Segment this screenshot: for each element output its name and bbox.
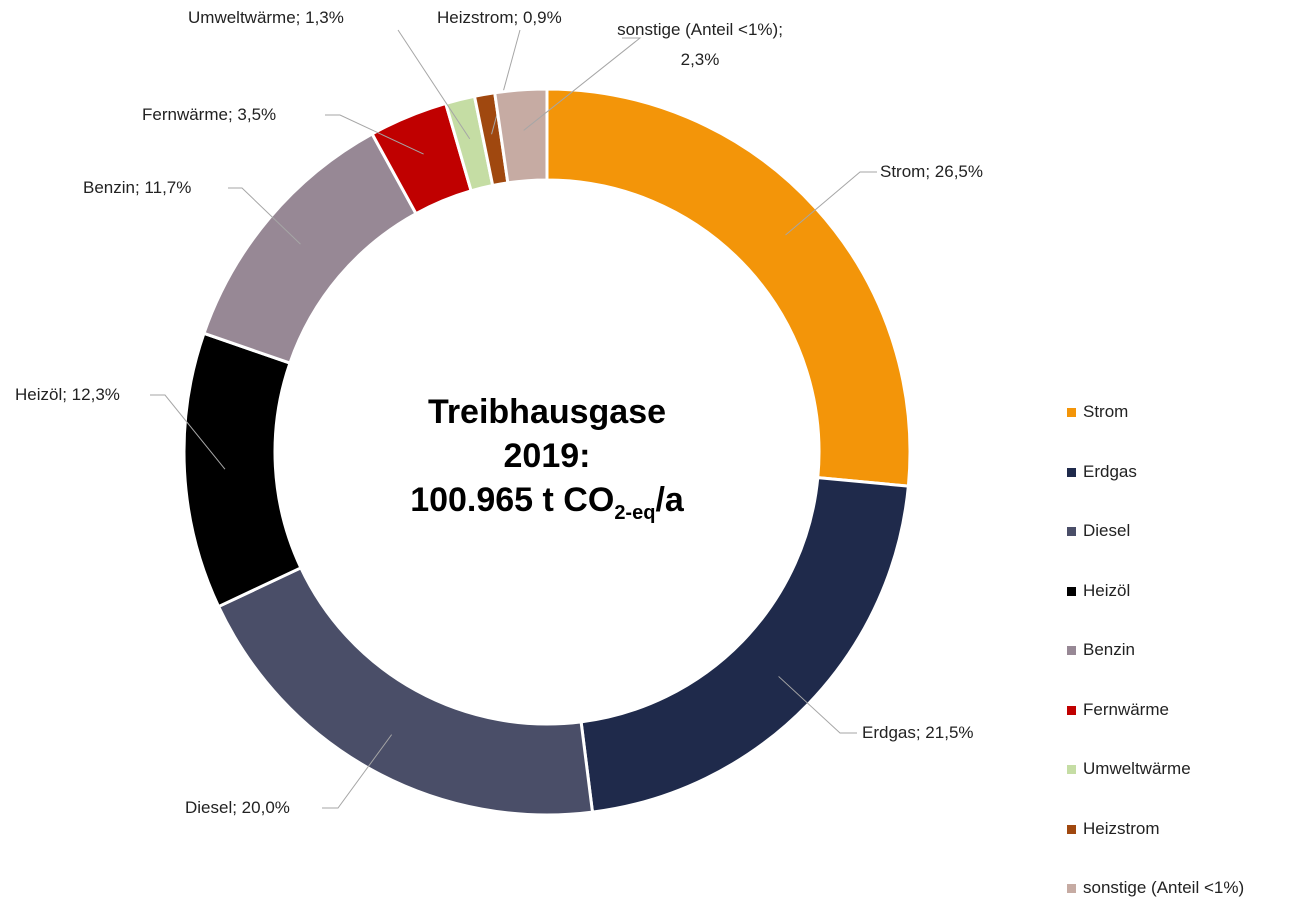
- data-label: Strom; 26,5%: [880, 162, 983, 181]
- data-label: Benzin; 11,7%: [83, 178, 192, 197]
- center-tail: /a: [655, 481, 684, 519]
- center-text: Treibhausgase 2019: 100.965 t CO2-eq/a: [347, 390, 747, 535]
- legend-label: Fernwärme: [1083, 699, 1169, 719]
- data-label: Umweltwärme; 1,3%: [188, 8, 344, 27]
- data-label: Erdgas; 21,5%: [862, 723, 974, 742]
- legend-label: Benzin: [1083, 640, 1135, 659]
- data-label: Heizstrom; 0,9%: [437, 8, 562, 27]
- legend-swatch: [1067, 527, 1076, 536]
- leader-line: [785, 171, 877, 236]
- leader-line: [491, 29, 521, 135]
- center-line: 2019:: [503, 437, 591, 475]
- legend-label: sonstige (Anteil <1%): [1083, 878, 1245, 897]
- donut-segment: [216, 565, 595, 817]
- data-label: Fernwärme; 3,5%: [142, 105, 277, 124]
- legend-label: Erdgas: [1083, 461, 1137, 481]
- legend-label: Heizstrom: [1083, 818, 1160, 838]
- legend-swatch: [1067, 646, 1076, 655]
- leader-line: [397, 29, 471, 140]
- legend-swatch: [1067, 765, 1076, 774]
- leader-line: [778, 676, 857, 734]
- center-line: Treibhausgase: [427, 393, 667, 431]
- legend-swatch: [1067, 586, 1076, 596]
- legend-label: Heizöl: [1083, 580, 1131, 600]
- legend-label: Strom: [1083, 402, 1129, 421]
- legend-swatch: [1067, 884, 1076, 893]
- leader-line: [322, 734, 393, 809]
- donut-segment: [493, 87, 549, 185]
- legend-swatch: [1067, 824, 1076, 834]
- data-label: sonstige (Anteil <1%); 2,3%: [617, 20, 783, 69]
- center-line: 100.965 t CO2-eq/a: [347, 478, 747, 535]
- data-label: Heizöl; 12,3%: [15, 385, 120, 404]
- legend-label: Diesel: [1083, 521, 1131, 540]
- donut-segment: [545, 87, 912, 488]
- leader-line: [228, 187, 301, 245]
- legend-swatch: [1067, 705, 1076, 715]
- leader-line: [523, 37, 642, 131]
- leader-line: [325, 114, 424, 155]
- legend-swatch: [1067, 408, 1076, 417]
- center-sub: 2-eq: [614, 501, 656, 524]
- center-main: 100.965 t CO: [410, 481, 615, 519]
- donut-segment: [202, 131, 418, 365]
- data-label: Diesel; 20,0%: [185, 798, 290, 817]
- legend-label: Umweltwärme: [1083, 759, 1191, 778]
- donut-segment: [182, 331, 303, 609]
- leader-line: [150, 394, 226, 470]
- legend-swatch: [1067, 467, 1076, 477]
